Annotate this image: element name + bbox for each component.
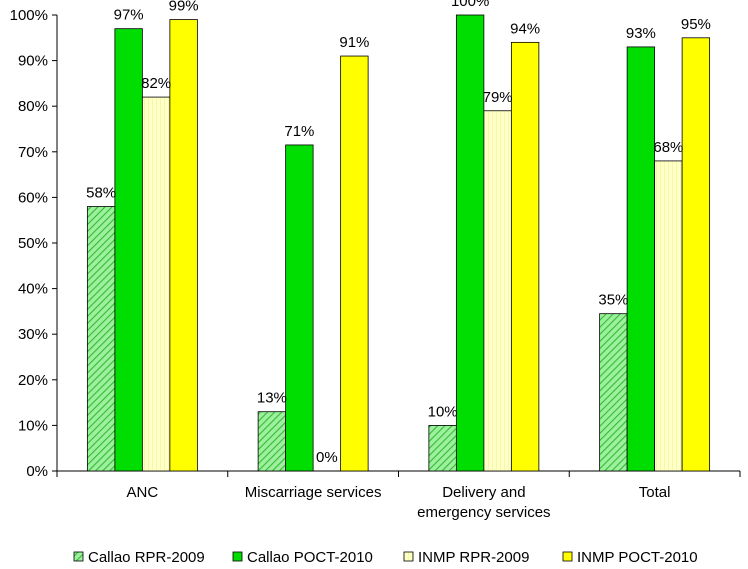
data-label: 94% [510, 20, 540, 37]
y-tick-label: 80% [18, 98, 48, 115]
bar [455, 14, 485, 472]
data-label: 0% [316, 449, 338, 466]
bar [483, 110, 512, 472]
x-category-label: emergency services [417, 504, 550, 521]
bar [169, 19, 198, 472]
bar [626, 46, 656, 472]
x-category-label: Delivery and [442, 484, 525, 501]
legend-swatch [403, 551, 414, 562]
y-tick-label: 100% [10, 7, 48, 24]
data-label: 58% [86, 185, 116, 202]
bar [510, 41, 540, 472]
x-category-label: Total [639, 484, 671, 501]
bar [681, 37, 711, 472]
data-label: 97% [114, 7, 144, 24]
bar [599, 313, 628, 472]
data-label: 13% [257, 390, 287, 407]
y-axis: 0% 10% 20% 30% 40% 50% 60% 70% 80% 90% 100% [10, 7, 58, 480]
data-label: 79% [483, 89, 513, 106]
x-axis: ANC Miscarriage services Delivery and emerg… [56, 470, 741, 521]
data-label: 91% [339, 34, 369, 51]
bar [141, 96, 171, 472]
y-tick-label: 0% [26, 463, 48, 480]
bar [114, 28, 143, 472]
legend-label: Callao POCT-2010 [247, 549, 373, 566]
y-tick-label: 60% [18, 189, 48, 206]
legend: Callao RPR-2009 Callao POCT-2010 INMP RPR-… [73, 549, 698, 566]
bar [285, 144, 314, 472]
data-label: 71% [284, 123, 314, 140]
data-label: 99% [169, 0, 199, 15]
y-tick-label: 30% [18, 326, 48, 343]
x-category-label: ANC [127, 484, 159, 501]
data-label: 100% [451, 0, 489, 10]
legend-label: INMP POCT-2010 [577, 549, 698, 566]
y-tick-label: 50% [18, 235, 48, 252]
legend-swatch [562, 551, 573, 562]
data-label: 35% [598, 292, 628, 309]
legend-label: Callao RPR-2009 [88, 549, 205, 566]
bar [86, 206, 116, 472]
bars [86, 14, 711, 472]
legend-swatch [232, 551, 243, 562]
y-tick-label: 90% [18, 53, 48, 70]
y-tick-label: 70% [18, 144, 48, 161]
data-label: 95% [681, 16, 711, 33]
bar [340, 55, 369, 472]
y-tick-label: 20% [18, 372, 48, 389]
data-labels: 58% 97% 82% 99% 13% 71% 0% 91% 10% 100% 79% 94% 35% 9… [86, 0, 711, 466]
y-tick-label: 10% [18, 417, 48, 434]
legend-label: INMP RPR-2009 [418, 549, 529, 566]
data-label: 93% [626, 25, 656, 42]
bar [428, 424, 457, 472]
bar [654, 160, 683, 472]
data-label: 10% [428, 403, 458, 420]
legend-swatch [73, 551, 84, 562]
y-tick-label: 40% [18, 281, 48, 298]
bar [257, 411, 287, 472]
data-label: 68% [653, 139, 683, 156]
data-label: 82% [141, 75, 171, 92]
x-category-label: Miscarriage services [245, 484, 382, 501]
